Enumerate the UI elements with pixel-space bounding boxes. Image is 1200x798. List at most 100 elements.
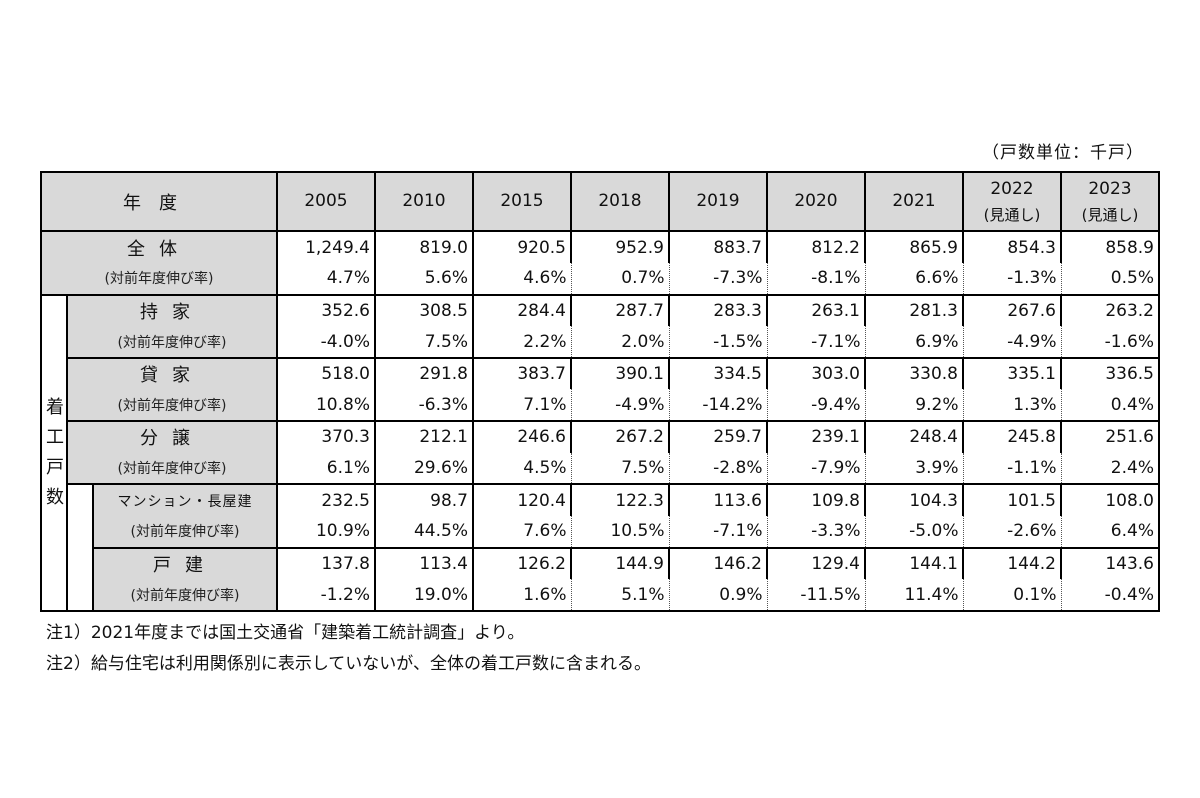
row-label: マンション・長屋建 <box>92 483 278 517</box>
value-cell: 126.2 <box>473 546 572 580</box>
note-2: 注2）給与住宅は利用関係別に表示していないが、全体の着工戸数に含まれる。 <box>46 654 651 674</box>
year-column-header: 2010 <box>375 170 474 233</box>
table-row: 分譲 370.3 212.1 246.6 267.2 259.7 239.1 248.4 245… <box>41 420 1160 453</box>
value-cell: 819.0 <box>375 230 474 263</box>
growth-cell: 44.5% <box>375 516 474 549</box>
growth-label: (対前年度伸び率) <box>66 452 278 486</box>
value-cell: 352.6 <box>277 293 376 327</box>
growth-cell: 2.4% <box>1061 452 1160 486</box>
year-column-header: 2019 <box>669 170 768 233</box>
growth-cell: 2.0% <box>571 326 670 359</box>
growth-cell: 10.5% <box>571 516 670 549</box>
row-label: 戸建 <box>92 546 278 580</box>
value-cell: 144.2 <box>963 546 1062 580</box>
housing-starts-table: 年度 2005 2010 2015 2018 2019 2020 2021 2022 (見通し) 2… <box>40 170 1160 613</box>
growth-cell: -2.8% <box>669 452 768 486</box>
value-cell: 335.1 <box>963 356 1062 390</box>
growth-cell: 4.5% <box>473 452 572 486</box>
growth-label: (対前年度伸び率) <box>66 389 278 423</box>
value-cell: 308.5 <box>375 293 474 327</box>
value-cell: 137.8 <box>277 546 376 580</box>
growth-cell: 6.1% <box>277 452 376 486</box>
value-cell: 336.5 <box>1061 356 1160 390</box>
row-label: 持家 <box>66 293 278 327</box>
growth-cell: -0.4% <box>1061 579 1160 612</box>
growth-cell: -1.1% <box>963 452 1062 486</box>
growth-cell: -7.1% <box>669 516 768 549</box>
year-label: 2021 <box>892 191 936 212</box>
value-cell: 263.1 <box>767 293 866 327</box>
growth-cell: 9.2% <box>865 389 964 423</box>
growth-cell: -5.0% <box>865 516 964 549</box>
growth-cell: 6.9% <box>865 326 964 359</box>
growth-cell: -1.6% <box>1061 326 1160 359</box>
growth-label: (対前年度伸び率) <box>66 326 278 359</box>
value-cell: 259.7 <box>669 420 768 453</box>
value-cell: 108.0 <box>1061 483 1160 517</box>
value-cell: 232.5 <box>277 483 376 517</box>
growth-cell: -8.1% <box>767 262 866 296</box>
growth-cell: -2.6% <box>963 516 1062 549</box>
value-cell: 281.3 <box>865 293 964 327</box>
value-cell: 390.1 <box>571 356 670 390</box>
year-column-header: 2023 (見通し) <box>1061 170 1160 233</box>
growth-cell: 2.2% <box>473 326 572 359</box>
value-cell: 812.2 <box>767 230 866 263</box>
value-cell: 920.5 <box>473 230 572 263</box>
growth-cell: -1.2% <box>277 579 376 612</box>
growth-cell: 29.6% <box>375 452 474 486</box>
value-cell: 239.1 <box>767 420 866 453</box>
year-header: 年度 <box>40 170 278 233</box>
value-cell: 263.2 <box>1061 293 1160 327</box>
value-cell: 330.8 <box>865 356 964 390</box>
growth-cell: -6.3% <box>375 389 474 423</box>
growth-cell: 7.5% <box>375 326 474 359</box>
year-label: 2022 <box>990 179 1034 200</box>
growth-cell: 1.6% <box>473 579 572 612</box>
value-cell: 334.5 <box>669 356 768 390</box>
indent-bracket <box>66 484 93 612</box>
growth-cell: 10.9% <box>277 516 376 549</box>
table-row-growth: (対前年度伸び率) 6.1% 29.6% 4.5% 7.5% -2.8% -7.9% 3.9%… <box>41 452 1160 486</box>
table-row: 着工戸数持家 352.6 308.5 284.4 287.7 283.3 263.1 281.… <box>40 293 1160 613</box>
value-cell: 952.9 <box>571 230 670 263</box>
note-1: 注1）2021年度までは国土交通省「建築着工統計調査」より。 <box>46 623 525 643</box>
growth-cell: 4.6% <box>473 262 572 296</box>
year-column-header: 2021 <box>865 170 964 233</box>
value-cell: 518.0 <box>277 356 376 390</box>
value-cell: 98.7 <box>375 483 474 517</box>
header-row: 年度 2005 2010 2015 2018 2019 2020 2021 2022 (見通し) 2… <box>40 170 1160 233</box>
value-cell: 104.3 <box>865 483 964 517</box>
table-row-growth: (対前年度伸び率) 10.8% -6.3% 7.1% -4.9% -14.2% -9.4% 9… <box>41 389 1160 423</box>
growth-cell: -14.2% <box>669 389 768 423</box>
growth-cell: 6.6% <box>865 262 964 296</box>
forecast-label: (見通し) <box>1081 206 1139 225</box>
growth-cell: 7.6% <box>473 516 572 549</box>
growth-cell: 7.1% <box>473 389 572 423</box>
value-cell: 287.7 <box>571 293 670 327</box>
value-cell: 251.6 <box>1061 420 1160 453</box>
growth-cell: -11.5% <box>767 579 866 612</box>
growth-label: (対前年度伸び率) <box>40 262 278 296</box>
year-label: 2023 <box>1088 179 1132 200</box>
unit-label: （戸数単位：千戸） <box>982 143 1144 163</box>
year-column-header: 2020 <box>767 170 866 233</box>
value-cell: 144.1 <box>865 546 964 580</box>
value-cell: 370.3 <box>277 420 376 453</box>
value-cell: 854.3 <box>963 230 1062 263</box>
value-cell: 212.1 <box>375 420 474 453</box>
year-label: 2018 <box>598 191 642 212</box>
growth-cell: 7.5% <box>571 452 670 486</box>
value-cell: 143.6 <box>1061 546 1160 580</box>
growth-label: (対前年度伸び率) <box>92 516 278 549</box>
growth-cell: 4.7% <box>277 262 376 296</box>
growth-label: (対前年度伸び率) <box>92 579 278 612</box>
value-cell: 1,249.4 <box>277 230 376 263</box>
growth-cell: -3.3% <box>767 516 866 549</box>
year-label: 2010 <box>402 191 446 212</box>
value-cell: 267.2 <box>571 420 670 453</box>
table-row: 全体 1,249.4 819.0 920.5 952.9 883.7 812.2 865.9 8… <box>40 230 1160 263</box>
year-label: 2005 <box>304 191 348 212</box>
value-cell: 283.3 <box>669 293 768 327</box>
year-column-header: 2005 <box>277 170 376 233</box>
